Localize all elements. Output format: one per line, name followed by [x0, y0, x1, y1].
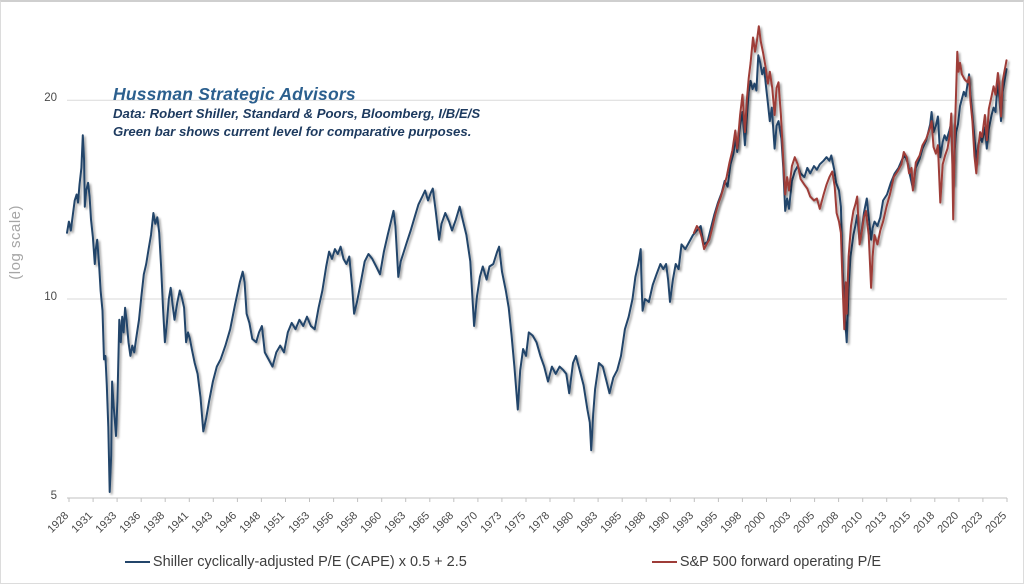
- legend-label: Shiller cyclically-adjusted P/E (CAPE) x…: [152, 554, 467, 570]
- legend: Shiller cyclically-adjusted P/E (CAPE) x…: [1, 554, 1005, 570]
- legend-swatch: [651, 560, 677, 564]
- chart-title: Hussman Strategic Advisors: [113, 84, 356, 104]
- legend-item: Shiller cyclically-adjusted P/E (CAPE) x…: [124, 554, 467, 570]
- legend-item: S&P 500 forward operating P/E: [651, 554, 882, 570]
- y-tick-label: 20: [44, 92, 57, 105]
- y-tick-label: 5: [50, 489, 57, 502]
- chart-header: Hussman Strategic Advisors Data: Robert …: [113, 84, 480, 141]
- green-bar-note: Green bar shows current level for compar…: [113, 124, 472, 139]
- y-tick-label: 10: [44, 291, 57, 303]
- series-line-cape: [66, 54, 1008, 493]
- data-source-note: Data: Robert Shiller, Standard & Poors, …: [113, 106, 481, 121]
- legend-label: S&P 500 forward operating P/E: [679, 554, 882, 570]
- series-line-forward-pe: [693, 25, 1008, 331]
- legend-swatch: [124, 560, 150, 564]
- y-axis-title: (log scale): [7, 205, 24, 280]
